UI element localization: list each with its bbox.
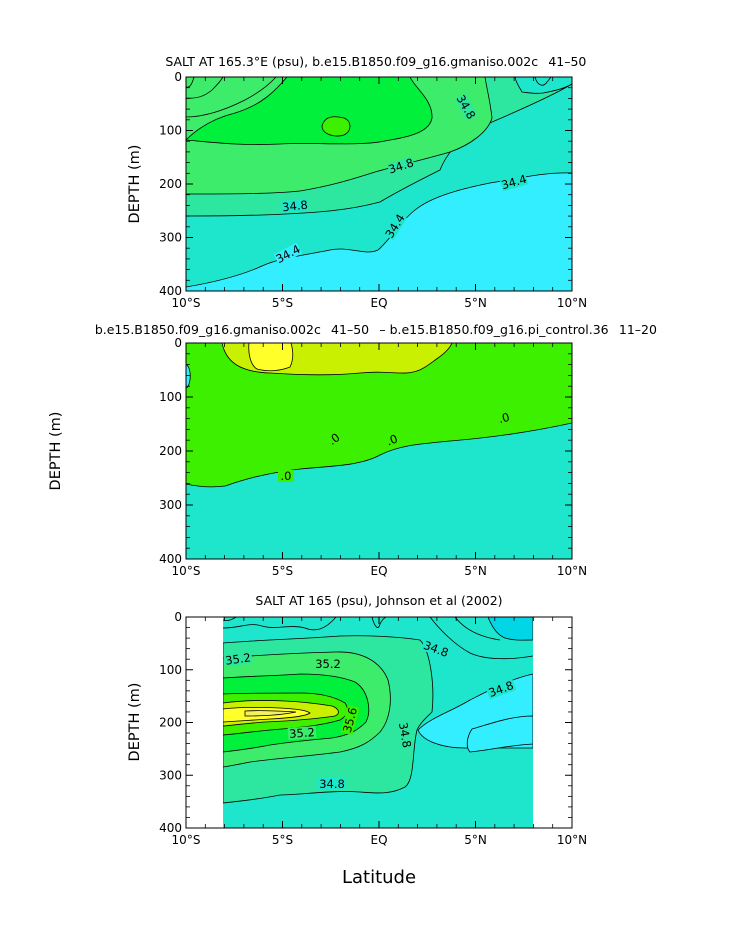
- p3-contour-label-7: 34.8: [396, 721, 414, 749]
- p3-clabel-bg-1: [223, 651, 253, 667]
- panel-1-contour-wiggle-b: [186, 77, 277, 118]
- p1-clabel-bg-2: [386, 156, 416, 176]
- contour-labels: 34.8 34.8 34.8 34.4 34.4 34.4 .0 .0 .0 .…: [223, 92, 528, 791]
- panel-3-ytick-label: 400: [159, 821, 182, 835]
- x-axis-label: Latitude: [342, 867, 416, 888]
- panel-3-contour-surface-c: [371, 617, 387, 628]
- panel-3-xtick-label: 10°S: [172, 833, 201, 847]
- panel-2-ylabel: DEPTH (m): [48, 412, 64, 491]
- panel-2-title: b.e15.B1850.f09_g16.gmaniso.002c 41–50 –…: [95, 322, 663, 337]
- p3-clabel-bg-3: [340, 704, 360, 736]
- panel-1-ytick-label: 0: [174, 70, 182, 84]
- panel-2-ytick-label: 200: [159, 444, 182, 458]
- p3-contour-label-2: 35.2: [315, 657, 341, 671]
- panel-3-region-cyan-lowerright: [466, 715, 533, 753]
- p3-clabel-bg-4: [287, 726, 317, 740]
- panel-1-contour-wiggle-c: [186, 77, 195, 88]
- panel-3-contours: [223, 617, 533, 828]
- panel-2-xtick-label: 10°N: [557, 564, 587, 578]
- panel-2: [186, 343, 572, 559]
- p2-clabel-bg-2: [324, 429, 344, 449]
- panel-3-xtick-label: 5°S: [272, 833, 293, 847]
- p3-contour-label-8: 34.8: [319, 777, 345, 791]
- p2-contour-label-1: .0: [281, 469, 292, 483]
- panel-3-xtick-label: 5°N: [464, 833, 487, 847]
- p1-contour-label-3: 34.8: [282, 198, 309, 215]
- p1-contour-label-4: 34.4: [500, 172, 528, 193]
- panel-3-contour-right-b: [454, 617, 501, 641]
- panel-1-xtick-label: EQ: [370, 296, 387, 310]
- panel-2-edge-cyan: [186, 363, 191, 389]
- panel-1-ytick-label: 400: [159, 284, 182, 298]
- panel-1-xtick-label: 10°S: [172, 296, 201, 310]
- panel-3-contour-right-a: [429, 617, 533, 660]
- panel-3-xtick-label: 10°N: [557, 833, 587, 847]
- p3-clabel-bg-6: [485, 678, 517, 700]
- panel-1-xtick-label: 10°N: [557, 296, 587, 310]
- panel-2-contours: [186, 343, 572, 559]
- panel-3-ytick-label: 300: [159, 768, 182, 782]
- panel-2-xtick-label: EQ: [370, 564, 387, 578]
- panel-2-xtick-label: 10°S: [172, 564, 201, 578]
- panel-2-pocket-yellow: [248, 343, 294, 372]
- p1-clabel-bg-6: [273, 242, 303, 266]
- panel-1-xtick-label: 5°S: [272, 296, 293, 310]
- p1-clabel-bg-5: [383, 211, 407, 241]
- panel-1-ytick-label: 300: [159, 231, 182, 245]
- p2-clabel-bg-3: [382, 431, 402, 449]
- panel-2-ytick-label: 400: [159, 552, 182, 566]
- p3-contour-label-3: 35.6: [340, 706, 360, 734]
- p2-contour-label-3: .0: [384, 432, 399, 449]
- p1-clabel-bg-4: [499, 172, 529, 192]
- p3-clabel-bg-8: [318, 778, 346, 790]
- panel-1-band-green: [186, 77, 433, 145]
- p3-contour-label-1: 35.2: [224, 650, 251, 667]
- p3-clabel-bg-5: [420, 638, 452, 660]
- panel-3-ytick-label: 200: [159, 716, 182, 730]
- panel-1-xtick-label: 5°N: [464, 296, 487, 310]
- panel-1-ylabel: DEPTH (m): [127, 145, 143, 224]
- panel-3: [223, 617, 533, 828]
- p3-contour-label-4: 35.2: [289, 725, 316, 741]
- panel-1-contour-wiggle-a: [186, 77, 224, 99]
- p3-clabel-bg-7: [396, 720, 414, 750]
- panel-3-region-topright: [487, 617, 533, 641]
- p1-clabel-bg-3: [281, 198, 309, 214]
- p1-clabel-bg-1: [454, 93, 478, 121]
- p2-contour-label-4: .0: [497, 410, 511, 426]
- panel-1-ytick-label: 100: [159, 124, 182, 138]
- panel-2-band-green: [186, 343, 572, 488]
- panel-2-xtick-label: 5°S: [272, 564, 293, 578]
- panel-2-ytick-label: 0: [174, 336, 182, 350]
- panel-2-xtick-label: 5°N: [464, 564, 487, 578]
- panel-1-ytick-label: 200: [159, 177, 182, 191]
- panel-3-ytick-label: 100: [159, 663, 182, 677]
- panel-3-title: SALT AT 165 (psu), Johnson et al (2002): [255, 593, 502, 608]
- panel-1-contour-wiggle-d: [534, 77, 552, 86]
- panel-2-ytick-label: 100: [159, 390, 182, 404]
- panel-2-ytick-label: 300: [159, 498, 182, 512]
- p3-clabel-bg-2: [314, 658, 342, 670]
- panel-3-contour-surface-a: [223, 617, 337, 631]
- panel-3-ylabel: DEPTH (m): [127, 683, 143, 762]
- panel-3-band-paleyellow: [244, 710, 297, 717]
- panel-3-xtick-label: EQ: [370, 833, 387, 847]
- p2-clabel-bg-4: [494, 410, 514, 426]
- p2-clabel-bg-1: [278, 470, 294, 482]
- panel-3-ytick-label: 0: [174, 610, 182, 624]
- panel-1-title: SALT AT 165.3°E (psu), b.e15.B1850.f09_g…: [165, 54, 592, 69]
- panel-1-pocket-lime: [321, 116, 351, 137]
